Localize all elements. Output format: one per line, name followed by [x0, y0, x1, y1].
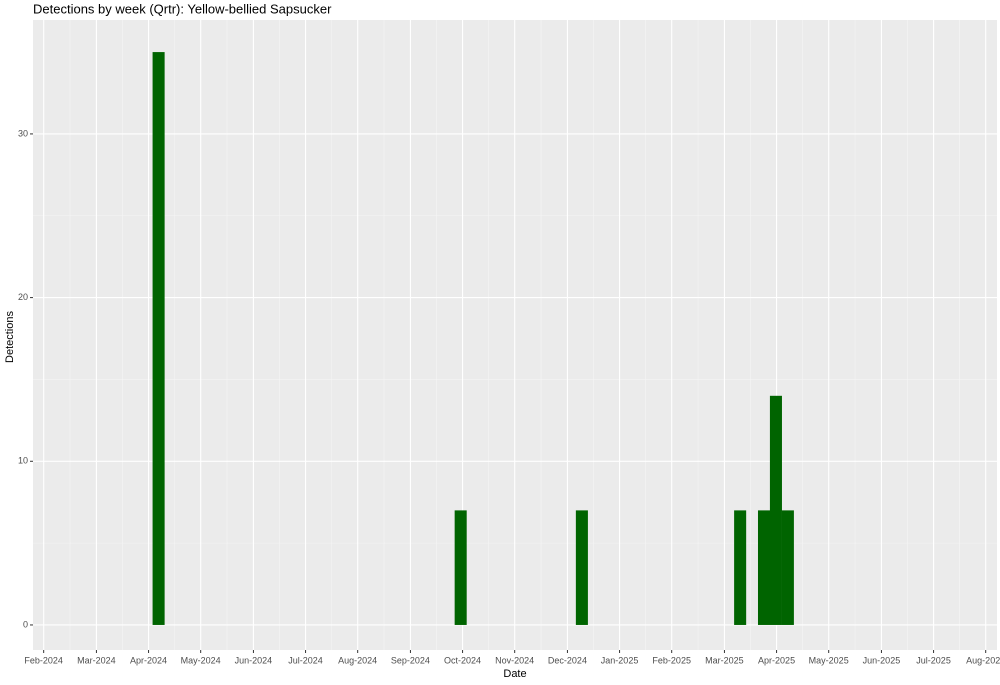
y-axis-label: Detections	[4, 311, 16, 363]
x-tick-label: Jun-2024	[235, 655, 273, 665]
bar	[734, 510, 747, 625]
x-tick-label: Aug-2024	[338, 655, 377, 665]
bar	[575, 510, 588, 625]
x-tick-label: Apr-2025	[758, 655, 795, 665]
x-tick-label: Mar-2025	[705, 655, 744, 665]
x-tick-label: Dec-2024	[548, 655, 587, 665]
x-tick-label: May-2025	[809, 655, 849, 665]
bar	[769, 395, 782, 625]
x-tick-label: Jun-2025	[863, 655, 901, 665]
x-tick-label: Jan-2025	[601, 655, 639, 665]
bar	[757, 510, 771, 625]
x-tick-label: Jul-2025	[916, 655, 951, 665]
x-tick-label: Feb-2025	[652, 655, 691, 665]
x-axis-label: Date	[503, 668, 526, 680]
chart-title: Detections by week (Qrtr): Yellow-bellie…	[33, 1, 332, 16]
y-tick-label: 30	[18, 128, 28, 138]
bar	[781, 510, 794, 625]
y-tick-label: 10	[18, 456, 28, 466]
x-tick-label: Sep-2024	[391, 655, 430, 665]
bar	[454, 510, 467, 625]
x-tick-label: Oct-2024	[444, 655, 481, 665]
y-tick-label: 20	[18, 292, 28, 302]
y-tick-label: 0	[23, 619, 28, 629]
x-tick-label: Feb-2024	[24, 655, 63, 665]
bar	[152, 52, 165, 625]
x-tick-label: May-2024	[181, 655, 221, 665]
x-tick-label: Aug-2025	[966, 655, 1000, 665]
x-tick-label: Apr-2024	[130, 655, 167, 665]
x-tick-label: Jul-2024	[288, 655, 323, 665]
x-tick-label: Mar-2024	[77, 655, 116, 665]
x-tick-label: Nov-2024	[495, 655, 534, 665]
